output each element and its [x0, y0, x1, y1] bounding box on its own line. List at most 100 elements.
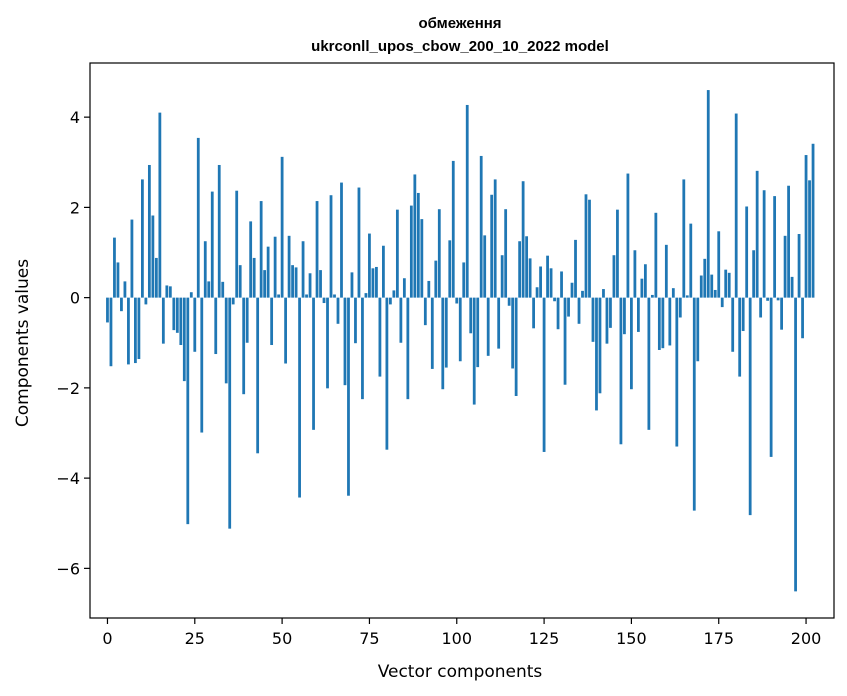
bar-50 — [280, 156, 284, 298]
bar-168 — [692, 297, 696, 511]
bar-167 — [689, 223, 693, 298]
bar-60 — [315, 201, 319, 298]
bar-178 — [727, 272, 731, 298]
bar-106 — [476, 297, 480, 368]
bar-77 — [375, 266, 378, 298]
bar-76 — [371, 268, 375, 298]
bar-139 — [591, 297, 595, 342]
y-tick-label-2: −2 — [56, 379, 80, 398]
bar-181 — [738, 297, 742, 377]
bar-29 — [207, 281, 211, 298]
chart-title-line-2: ukrconll_upos_cbow_200_10_2022 model — [311, 38, 609, 55]
bar-65 — [333, 294, 336, 298]
bar-163 — [675, 297, 679, 447]
bar-55 — [298, 297, 301, 498]
bar-41 — [249, 221, 253, 298]
bar-98 — [448, 240, 452, 298]
bar-97 — [444, 297, 448, 368]
y-tick-label-3: 0 — [70, 289, 80, 308]
bar-35 — [228, 297, 232, 529]
bar-179 — [731, 297, 735, 352]
bar-175 — [717, 231, 721, 298]
bar-37 — [235, 190, 239, 298]
bar-1 — [109, 297, 113, 367]
bar-176 — [720, 297, 724, 308]
y-axis-label: Components values — [13, 259, 33, 427]
bar-136 — [581, 290, 584, 298]
bar-44 — [259, 201, 263, 298]
bar-0 — [106, 297, 109, 323]
bar-186 — [755, 170, 759, 298]
bar-86 — [406, 297, 410, 400]
x-tick-label-6: 150 — [616, 629, 647, 648]
bar-74 — [364, 293, 368, 298]
bar-47 — [270, 297, 274, 346]
bar-195 — [787, 185, 790, 298]
x-tick-label-2: 50 — [272, 629, 292, 648]
bar-187 — [759, 297, 763, 318]
bar-84 — [399, 297, 403, 343]
bar-143 — [605, 297, 609, 344]
y-tick-label-1: −4 — [56, 469, 80, 488]
bar-184 — [748, 297, 752, 516]
bar-95 — [437, 209, 441, 298]
bar-149 — [626, 173, 630, 298]
bar-53 — [291, 265, 294, 298]
bar-104 — [469, 297, 473, 334]
chart-title-line-1: обмеження — [418, 15, 501, 32]
bar-201 — [808, 180, 811, 298]
bar-45 — [263, 270, 267, 298]
bar-151 — [633, 250, 637, 298]
bar-138 — [588, 199, 591, 298]
bar-112 — [497, 297, 501, 349]
y-tick-label-0: −6 — [56, 559, 80, 578]
bar-160 — [664, 244, 668, 298]
bar-72 — [357, 187, 361, 298]
bar-103 — [465, 104, 469, 298]
bar-32 — [217, 164, 221, 298]
bar-99 — [451, 160, 455, 298]
bar-63 — [326, 297, 329, 389]
bar-156 — [650, 294, 654, 298]
bar-193 — [780, 297, 783, 330]
bar-128 — [553, 297, 556, 302]
bar-140 — [595, 297, 598, 411]
bar-68 — [343, 297, 347, 386]
bar-38 — [238, 265, 242, 298]
bar-133 — [570, 282, 574, 298]
bar-188 — [762, 190, 766, 298]
bar-110 — [490, 194, 494, 298]
x-tick-label-3: 75 — [359, 629, 379, 648]
bar-36 — [231, 297, 235, 305]
bar-2 — [113, 237, 116, 298]
bar-series — [106, 90, 815, 592]
bar-135 — [577, 297, 581, 324]
bar-73 — [361, 297, 364, 400]
bar-126 — [546, 255, 549, 298]
bar-94 — [434, 260, 438, 298]
bar-92 — [427, 280, 431, 298]
bar-20 — [175, 297, 179, 333]
bar-137 — [584, 194, 588, 298]
bar-59 — [312, 297, 315, 430]
bar-4 — [120, 297, 123, 312]
y-axis: −6 −4 −2 0 2 4 — [56, 108, 90, 578]
bar-7 — [130, 219, 134, 298]
x-tick-label-7: 175 — [703, 629, 734, 648]
bar-142 — [602, 289, 605, 298]
bar-42 — [252, 257, 256, 298]
x-axis-label: Vector components — [378, 662, 543, 682]
bar-52 — [287, 235, 291, 298]
bar-148 — [623, 297, 626, 335]
bar-157 — [654, 212, 658, 298]
bar-190 — [769, 297, 773, 457]
bar-144 — [609, 297, 612, 328]
bar-67 — [340, 182, 343, 298]
bar-200 — [804, 155, 808, 298]
bar-49 — [277, 294, 281, 298]
bar-132 — [567, 297, 570, 317]
bar-89 — [416, 192, 420, 298]
bar-22 — [182, 297, 186, 382]
bar-26 — [196, 137, 200, 298]
bar-33 — [221, 281, 225, 298]
